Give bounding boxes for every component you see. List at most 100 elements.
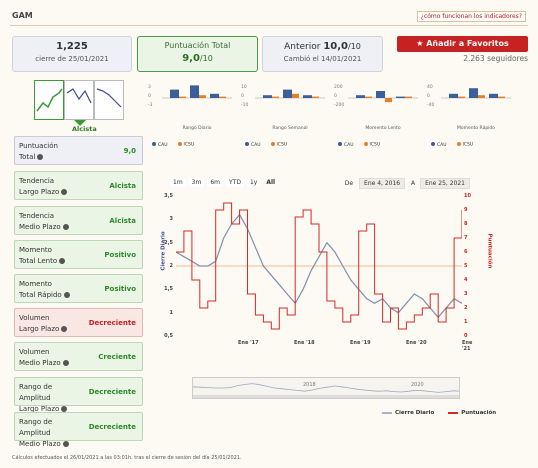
close-card: 1,225 cierre de 25/01/2021 [12, 36, 132, 72]
legend-close-label[interactable]: Cierre Diario [395, 410, 435, 416]
main-plot [176, 202, 462, 330]
navigator-tick: 2018 [303, 382, 316, 388]
score-card: Puntuación Total 9,0/10 [137, 36, 258, 72]
mini-chart-label: Momento Rápido [456, 126, 496, 131]
info-icon[interactable] [62, 224, 69, 230]
indicator-card[interactable]: Puntuación Total 9,0 [14, 136, 143, 165]
y-tick-left: 0,5 [164, 333, 173, 339]
zoom-button[interactable]: 1y [246, 178, 261, 187]
indicator-card[interactable]: Rango de Amplitud Largo Plazo Decreciente [14, 377, 143, 413]
zoom-buttons: 1m 3m 6m YTD 1y All [170, 178, 281, 192]
x-axis: Ene '17 Ene '18 Ene '19 Ene '20 Ene '21 [176, 340, 472, 352]
bar-icsu [199, 95, 206, 98]
indicator-card[interactable]: Tendencia Largo Plazo Alcista [14, 171, 143, 200]
info-icon[interactable] [63, 292, 70, 298]
bar-icsu [272, 96, 279, 98]
chart-navigator[interactable]: 2018 2020 [192, 377, 460, 399]
y-tick-right: 6 [464, 249, 468, 255]
range-to-label: A [411, 180, 416, 187]
range-from-input[interactable]: Ene 4, 2016 [359, 178, 406, 189]
mini-chart-ticks: 200 0 -200 [334, 85, 345, 108]
y-tick-right: 0 [464, 333, 468, 339]
zoom-button[interactable]: 3m [188, 178, 205, 187]
bar-icsu [498, 96, 505, 98]
mini-chart-bars [162, 85, 232, 99]
previous-score-card: Anterior 10,0/10 Cambió el 14/01/2021 [262, 36, 383, 72]
mini-chart-ticks: 3 0 -3 [148, 85, 153, 108]
chart-legend: Cierre Diario Puntuación [382, 410, 496, 416]
legend-score-label[interactable]: Puntuación [461, 410, 497, 416]
previous-change-date: Cambió el 14/01/2021 [283, 55, 362, 63]
info-icon[interactable] [61, 406, 68, 412]
bar-icsu [458, 96, 465, 98]
info-icon[interactable] [61, 189, 68, 195]
mini-chart-legend: CAU ICSU [152, 142, 194, 148]
y-tick-left: 2 [169, 263, 173, 269]
indicator-name: Rango de Amplitud Medio Plazo [19, 417, 85, 450]
info-icon[interactable] [62, 360, 69, 366]
mini-chart: 3 0 -3 Rango Diario CAU ICSU [148, 80, 238, 150]
zoom-button[interactable]: YTD [226, 178, 244, 187]
mini-chart-ticks: 10 0 -10 [241, 85, 249, 108]
close-value: 1,225 [56, 41, 88, 52]
y-tick-right: 7 [464, 235, 468, 241]
indicator-name: Volumen Medio Plazo [19, 347, 85, 369]
bar-cau [356, 95, 365, 98]
y-tick-right: 4 [464, 277, 468, 283]
trend-mixed-icon[interactable] [64, 80, 94, 120]
indicator-value: Creciente [98, 352, 136, 361]
help-link[interactable]: ¿cómo funcionan los indicadores? [416, 11, 526, 22]
bar-icsu [292, 93, 299, 98]
indicator-card[interactable]: Volumen Largo Plazo Decreciente [14, 308, 143, 337]
indicator-value: Positivo [104, 284, 136, 293]
info-icon[interactable] [61, 326, 68, 332]
previous-score: Anterior 10,0/10 [284, 41, 361, 52]
zoom-button[interactable]: All [266, 179, 276, 186]
icsu-dot-icon [456, 142, 461, 146]
trend-up-icon[interactable] [34, 80, 64, 120]
indicator-card[interactable]: Volumen Medio Plazo Creciente [14, 342, 143, 371]
mini-chart-label: Rango Diario [182, 126, 212, 131]
trend-down-icon[interactable] [94, 80, 124, 120]
info-icon[interactable] [37, 154, 44, 160]
y-axis-right: 10 9 8 7 6 5 4 3 2 1 0 [462, 193, 472, 339]
add-favorites-button[interactable]: ★ Añadir a Favoritos [397, 36, 528, 52]
info-icon[interactable] [62, 441, 69, 447]
bar-cau [469, 88, 478, 98]
bar-cau [263, 95, 272, 98]
y-axis-left: 3,5 3 2,5 2 1,5 1 0,5 [160, 193, 175, 339]
zoom-button[interactable]: 6m [207, 178, 224, 187]
zoom-button[interactable]: 1m [170, 178, 186, 187]
indicator-name: Volumen Largo Plazo [19, 313, 85, 335]
info-icon[interactable] [59, 258, 66, 264]
ticker-title: GAM [12, 11, 33, 20]
x-tick: Ene '17 [238, 340, 259, 346]
legend-close-swatch [382, 411, 392, 414]
y-tick-right: 9 [464, 207, 468, 213]
bar-cau [449, 93, 458, 98]
y-axis-left-label: Cierre Diario [160, 231, 167, 271]
score-series-line [176, 202, 462, 330]
mini-chart-label: Rango Semanal [272, 126, 308, 131]
range-from-label: De [344, 180, 354, 187]
cau-dot-icon [338, 142, 342, 146]
mini-chart-bars [441, 88, 511, 99]
indicator-name: Momento Total Lento [19, 245, 85, 267]
indicator-card[interactable]: Rango de Amplitud Medio Plazo Decreciente [14, 412, 143, 448]
mini-chart-legend: CAU ICSU [338, 142, 380, 148]
range-to-input[interactable]: Ene 25, 2021 [420, 178, 470, 189]
y-tick-left: 1,5 [164, 286, 173, 293]
bar-cau [210, 93, 219, 98]
mini-chart: 10 0 -10 Rango Semanal CAU ICSU [241, 80, 331, 150]
indicator-card[interactable]: Momento Total Lento Positivo [14, 240, 143, 269]
date-range: De Ene 4, 2016 A Ene 25, 2021 [345, 178, 470, 189]
indicator-name: Tendencia Medio Plazo [19, 211, 85, 233]
indicator-card[interactable]: Tendencia Medio Plazo Alcista [14, 206, 143, 235]
indicator-card[interactable]: Momento Total Rápido Positivo [14, 274, 143, 303]
top-bar: GAM ¿cómo funcionan los indicadores? [10, 8, 528, 26]
y-tick-right: 10 [464, 193, 471, 199]
mini-chart-bars [348, 91, 418, 103]
mini-chart-bars [255, 89, 325, 99]
navigator-tick: 2020 [411, 382, 424, 388]
